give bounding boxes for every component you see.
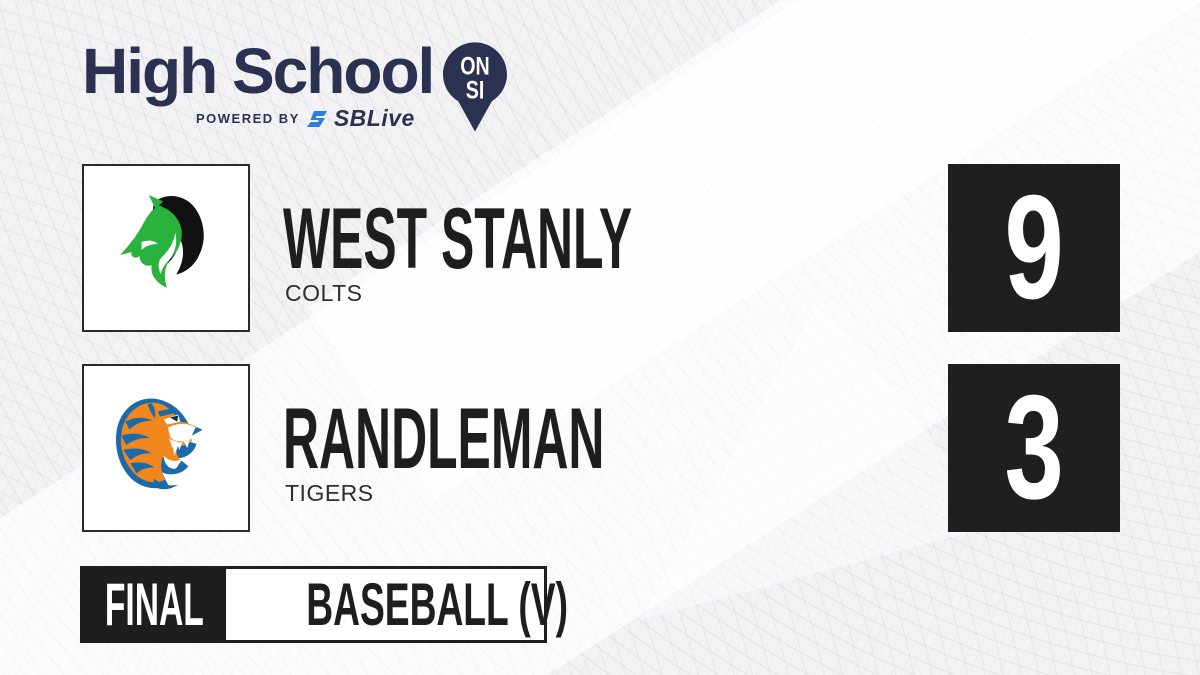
team-logo-box	[82, 164, 250, 332]
brand-header: High School ON SI	[82, 35, 508, 132]
tiger-logo-icon	[115, 398, 203, 490]
colt-ear	[148, 195, 163, 210]
team-score: 9	[1004, 165, 1064, 330]
tiger-muzzle	[168, 423, 196, 442]
tiger-stripe-1	[125, 417, 153, 430]
tiger-brow	[157, 407, 179, 417]
tiger-fang	[172, 439, 180, 457]
team-name: RANDLEMAN	[283, 391, 605, 487]
event-badge: BASEBALL (V)	[226, 569, 648, 640]
colt-head	[120, 205, 182, 288]
tiger-stripe-2	[121, 433, 150, 445]
team-score: 3	[1004, 365, 1064, 530]
event-label: BASEBALL (V)	[306, 570, 569, 638]
team-mascot: TIGERS	[285, 480, 374, 506]
pin-text-si: SI	[466, 76, 485, 104]
colt-jaw-accent	[141, 240, 158, 251]
score-box: 3	[948, 364, 1120, 532]
team-mascot: COLTS	[285, 280, 363, 306]
colt-logo-icon	[120, 195, 204, 288]
team-logo-box	[82, 364, 250, 532]
tiger-forehead-stripe	[147, 403, 156, 419]
tiger-stripe-3	[123, 448, 152, 461]
sblive-brand-label: SBLive	[333, 105, 415, 131]
tiger-teeth	[169, 437, 191, 451]
status-label: FINAL	[105, 570, 204, 638]
pin-text-on: ON	[461, 52, 490, 80]
game-status-bar: FINAL BASEBALL (V)	[80, 566, 568, 643]
colt-neck-accent	[158, 232, 177, 275]
page-title: High School	[82, 35, 435, 107]
powered-by-row: POWERED BY SBLive	[196, 105, 415, 132]
tiger-mouth	[163, 456, 183, 469]
status-badge: FINAL	[83, 569, 226, 640]
tiger-pupil	[170, 415, 179, 422]
team-name: WEST STANLY	[283, 191, 633, 287]
onsi-pin-icon: ON SI	[443, 42, 508, 132]
powered-by-label: POWERED BY	[196, 111, 300, 126]
tiger-chest	[153, 478, 179, 490]
sblive-bolt-icon	[306, 110, 327, 127]
tiger-stripe-4	[130, 462, 155, 474]
score-box: 9	[948, 164, 1120, 332]
